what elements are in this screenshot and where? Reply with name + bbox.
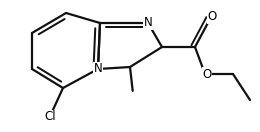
Text: Cl: Cl (44, 110, 56, 124)
Text: N: N (94, 62, 102, 76)
Text: O: O (207, 11, 217, 23)
Text: N: N (144, 16, 152, 29)
Text: O: O (202, 67, 212, 81)
